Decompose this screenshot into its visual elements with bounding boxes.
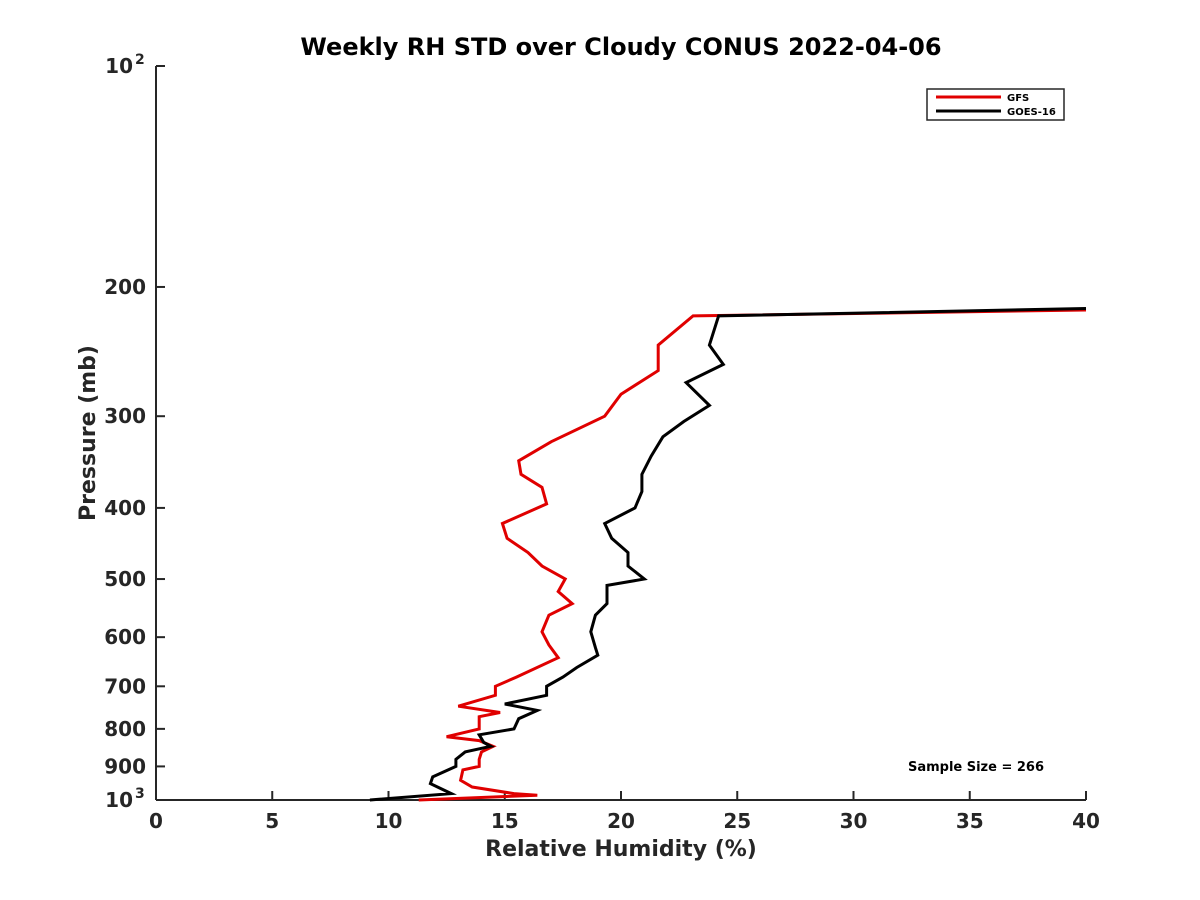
x-tick-label: 40 xyxy=(1072,809,1100,833)
y-tick-label: 600 xyxy=(104,625,146,649)
y-tick-exponent: 2 xyxy=(135,52,145,68)
legend-box xyxy=(926,88,1065,121)
y-tick-label: 10 xyxy=(105,54,133,78)
x-tick-label: 20 xyxy=(607,809,635,833)
y-tick-label: 500 xyxy=(104,567,146,591)
sample-size-annotation: Sample Size = 266 xyxy=(908,760,1044,775)
legend-label-gfs: GFS xyxy=(1007,93,1029,104)
y-tick-label: 700 xyxy=(104,674,146,698)
y-tick-exponent: 3 xyxy=(135,786,145,802)
x-tick-label: 0 xyxy=(149,809,163,833)
y-tick-label: 10 xyxy=(105,788,133,812)
x-tick-label: 10 xyxy=(375,809,403,833)
x-tick-label: 35 xyxy=(956,809,984,833)
series-line-goes16 xyxy=(369,307,1087,802)
legend-label-goes16: GOES-16 xyxy=(1007,107,1056,118)
series-group xyxy=(369,307,1087,802)
x-tick-label: 15 xyxy=(491,809,519,833)
y-tick-label: 200 xyxy=(104,275,146,299)
x-axis-label: Relative Humidity (%) xyxy=(485,837,757,862)
y-axis-label: Pressure (mb) xyxy=(76,345,101,521)
y-tick-label: 300 xyxy=(104,404,146,428)
x-tick-label: 30 xyxy=(840,809,868,833)
y-tick-label: 400 xyxy=(104,496,146,520)
plot-area: 0 5 10 15 20 25 30 35 40 10 220030040050060070080… xyxy=(104,52,1100,833)
legend: GFS GOES-16 xyxy=(926,88,1065,121)
series-line-gfs xyxy=(418,308,1087,802)
chart-title: Weekly RH STD over Cloudy CONUS 2022-04-… xyxy=(300,33,941,61)
x-tick-label: 25 xyxy=(723,809,751,833)
y-tick-label: 900 xyxy=(104,754,146,778)
x-tick-label: 5 xyxy=(265,809,279,833)
y-tick-label: 800 xyxy=(104,717,146,741)
x-tick-group: 0 5 10 15 20 25 30 35 40 xyxy=(149,791,1100,833)
